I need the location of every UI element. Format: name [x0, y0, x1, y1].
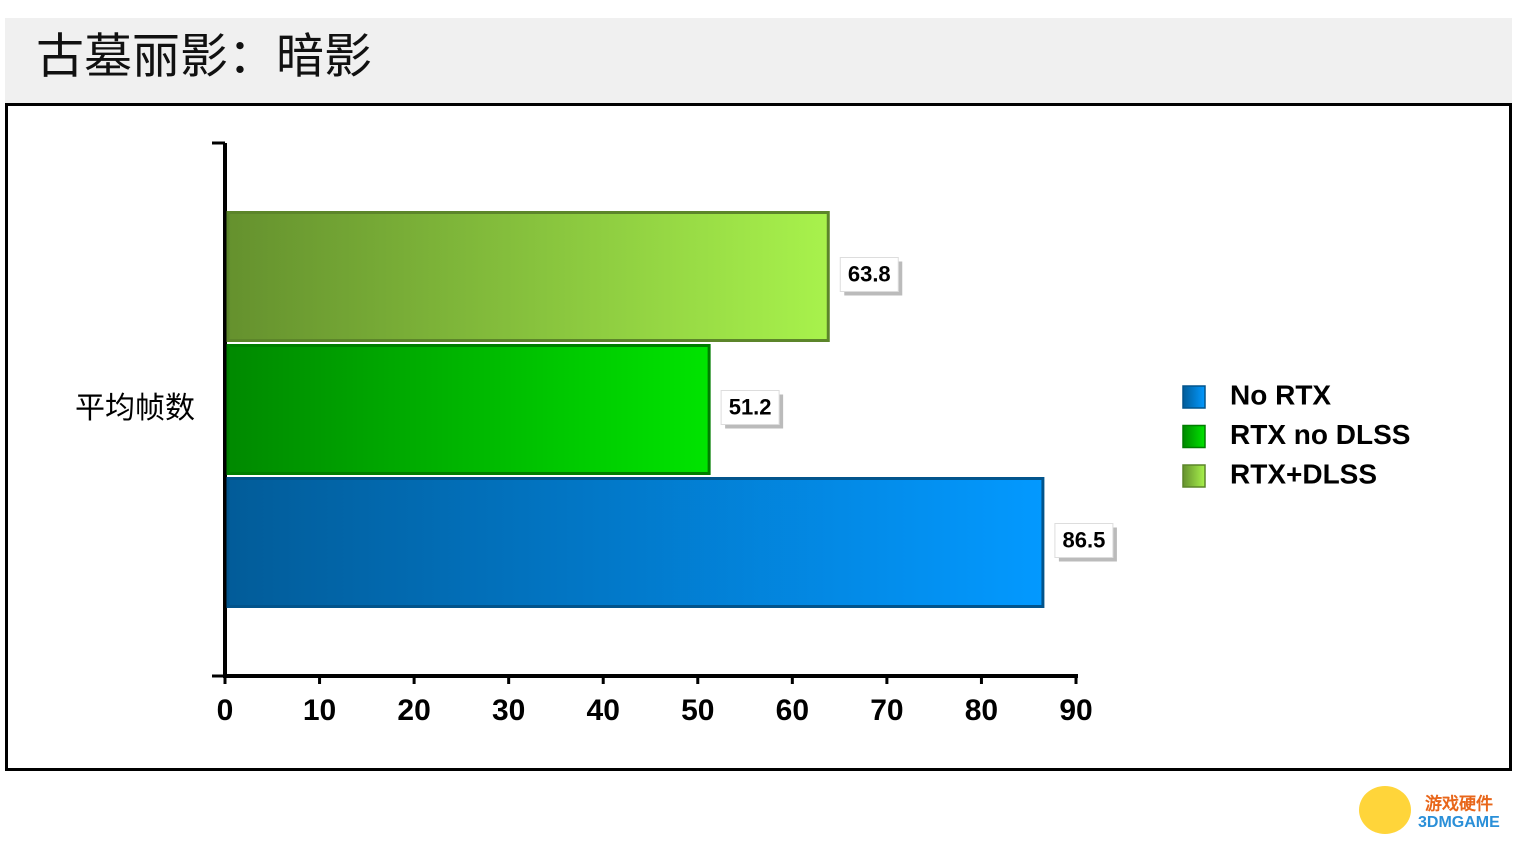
- chart-title: 古墓丽影：暗影: [36, 29, 372, 85]
- legend-label: No RTX: [1230, 379, 1331, 410]
- x-tick-label: 60: [776, 694, 809, 727]
- y-tick-label: 平均帧数: [75, 391, 195, 426]
- legend-label: RTX+DLSS: [1230, 458, 1377, 489]
- title-band: [5, 18, 1512, 103]
- watermark-text: 3DMGAME: [1418, 814, 1500, 831]
- x-tick-label: 0: [217, 694, 234, 727]
- value-label-box: [839, 257, 899, 292]
- x-tick-label: 10: [303, 694, 336, 727]
- legend-swatch: [1182, 424, 1206, 449]
- bar: [226, 477, 1045, 608]
- x-tick-label: 80: [965, 694, 998, 727]
- bar: [226, 344, 711, 475]
- value-label: 63.8: [848, 261, 891, 286]
- x-tick-label: 40: [587, 694, 620, 727]
- x-tick-label: 20: [397, 694, 430, 727]
- watermark-logo: [1359, 786, 1411, 834]
- x-tick-label: 30: [492, 694, 525, 727]
- x-tick-label: 70: [870, 694, 903, 727]
- legend-swatch: [1182, 385, 1206, 409]
- bar: [226, 211, 830, 342]
- x-tick-label: 90: [1059, 694, 1092, 727]
- x-tick-label: 50: [681, 694, 714, 727]
- legend-swatch: [1182, 464, 1206, 488]
- watermark-text: 游戏硬件: [1425, 793, 1493, 813]
- value-label-box: [1054, 523, 1114, 558]
- value-label: 51.2: [729, 394, 772, 419]
- value-label-box: [720, 390, 780, 425]
- value-label: 86.5: [1062, 527, 1105, 552]
- legend-label: RTX no DLSS: [1230, 419, 1410, 450]
